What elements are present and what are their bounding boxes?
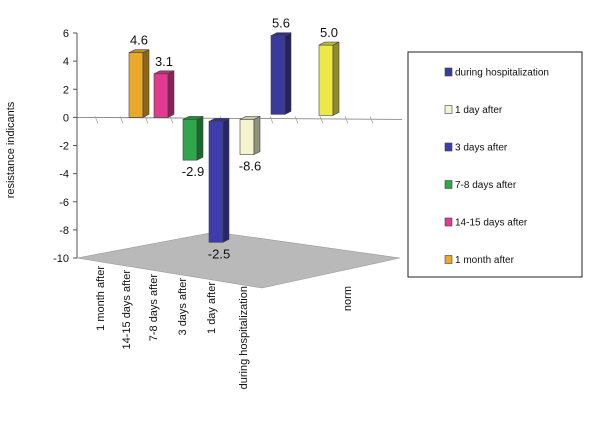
bar-during-hospitalization [270, 32, 292, 115]
legend-swatch [444, 217, 453, 227]
value-label: 4.6 [130, 33, 148, 48]
bar-7-8-days-after [182, 115, 204, 161]
legend-swatch [444, 255, 453, 264]
y-tick-label: 2 [63, 84, 69, 96]
bar-1-day-after-side [253, 115, 261, 156]
legend-entry: 14-15 days after [455, 218, 528, 229]
y-tick-label: 4 [63, 56, 69, 68]
bar-1-day-after-top [239, 116, 261, 120]
legend-entry: during hospitalization [455, 68, 549, 79]
bar-during-hospitalization-side [284, 32, 292, 115]
zero-grid-tick [269, 116, 274, 124]
y-tick-label: -8 [59, 225, 69, 237]
y-tick-label: -4 [59, 169, 69, 181]
row-label: during hospitalization [238, 286, 250, 389]
row-label: 1 day after [206, 282, 218, 334]
bar-extra-side [332, 41, 340, 116]
value-label: 5.0 [320, 25, 338, 40]
bar-3-days-after-side [222, 117, 230, 243]
bar-14-15-days-after-front [153, 73, 169, 118]
bar-1-month-after-top [128, 49, 150, 53]
bar-extra-top [318, 41, 340, 46]
value-label: -2.9 [182, 164, 204, 179]
legend-swatch [444, 142, 453, 152]
bar-extra [318, 41, 340, 116]
zero-grid-tick [369, 116, 374, 124]
legend-entry: 1 month after [455, 255, 515, 266]
y-tick-label: -6 [59, 197, 69, 209]
zero-grid-tick [144, 116, 149, 124]
row-label: 7-8 days after [148, 274, 160, 342]
row-label: 1 month after [95, 266, 107, 331]
zero-plane-line [76, 116, 403, 120]
bar-during-hospitalization-top [270, 32, 292, 36]
bar-7-8-days-after-top [182, 116, 204, 120]
y-tick-label: -2 [59, 141, 69, 153]
legend-entry: 3 days after [455, 143, 508, 154]
column-label: norm [342, 286, 354, 311]
bar-3-days-after-front [208, 121, 224, 243]
y-tick-label: 0 [63, 112, 69, 124]
legend-box [407, 51, 583, 278]
bar-14-15-days-after-top [153, 70, 175, 75]
value-label: -2.5 [208, 246, 230, 261]
bar-1-month-after-side [142, 49, 150, 118]
legend-entry: 7-8 days after [455, 180, 517, 191]
bar-3-days-after [208, 117, 230, 243]
zero-grid-tick [94, 116, 99, 124]
y-tick-label: 6 [63, 28, 69, 40]
bar-during-hospitalization-front [270, 35, 286, 115]
bar-14-15-days-after [153, 70, 175, 118]
value-label: 3.1 [155, 54, 173, 69]
bar-1-day-after-front [239, 119, 255, 155]
zero-grid-tick [319, 116, 324, 124]
bar-7-8-days-after-side [196, 115, 204, 161]
bar-7-8-days-after-front [182, 119, 198, 161]
zero-grid-tick [169, 116, 174, 124]
zero-grid-tick [294, 116, 299, 124]
bar-1-month-after-front [128, 52, 144, 118]
bar-14-15-days-after-side [167, 70, 175, 118]
zero-grid-tick [119, 116, 124, 124]
y-axis-label: resistance indicants [5, 101, 17, 198]
row-label: 14-15 days after [121, 270, 133, 350]
legend-swatch [444, 67, 453, 77]
bar-1-month-after [128, 49, 150, 118]
y-tick-label: -10 [53, 253, 69, 265]
legend-entry: 1 day after [455, 105, 503, 116]
bar-extra-front [318, 44, 334, 116]
row-label: 3 days after [177, 278, 189, 336]
floor-plane [76, 231, 401, 289]
legend-swatch [444, 105, 453, 114]
legend-swatch [444, 180, 453, 189]
value-label: 5.6 [272, 16, 290, 31]
value-label: -8.6 [239, 159, 261, 174]
bar-3-days-after-top [208, 118, 230, 122]
zero-grid-tick [344, 116, 349, 124]
bar-1-day-after [239, 115, 261, 156]
